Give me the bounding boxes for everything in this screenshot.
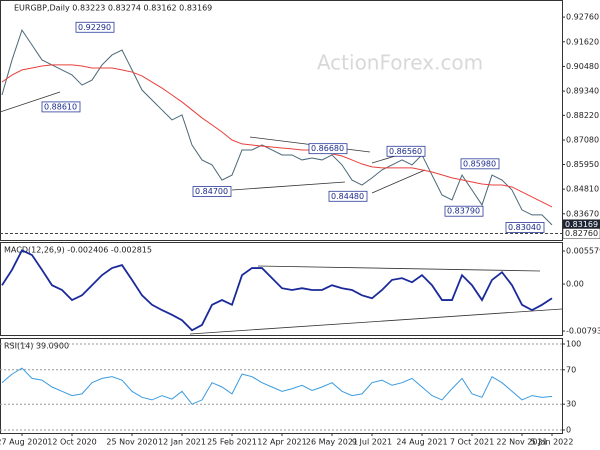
y-tick-label: 100 xyxy=(566,340,581,349)
y-tick-label: 0 xyxy=(566,426,571,435)
annotation: 0.83790 xyxy=(447,207,480,216)
annotation: 0.86680 xyxy=(311,144,344,153)
y-tick-label: 30 xyxy=(566,400,576,409)
y-tick-label: 0.90480 xyxy=(566,62,599,71)
y-tick-label: 0.89340 xyxy=(566,87,599,96)
price-label: 0.82760 xyxy=(565,229,598,238)
macd-panel xyxy=(0,242,563,336)
x-tick-label: 22 Nov 2021 xyxy=(496,438,547,447)
y-tick-label: 0.92760 xyxy=(566,13,599,22)
y-tick-label: 0.87080 xyxy=(566,136,599,145)
watermark: ActionForex.com xyxy=(317,51,483,75)
y-tick-label: 0.00 xyxy=(566,280,584,289)
annotation-box xyxy=(386,145,426,157)
annotation: 0.84700 xyxy=(195,187,228,196)
annotation: 0.92290 xyxy=(78,23,111,32)
x-tick-label: 12 Jan 2021 xyxy=(158,438,206,447)
series-line xyxy=(1,64,553,208)
price-label: 0.83169 xyxy=(565,220,598,229)
annotation-box xyxy=(505,222,545,233)
y-tick-label: 0.85950 xyxy=(566,160,599,169)
trend-line xyxy=(189,308,563,335)
trend-line xyxy=(231,181,346,191)
price-box xyxy=(562,228,600,239)
y-tick-label: 0.91620 xyxy=(566,37,599,46)
trend-line xyxy=(371,169,426,194)
price-panel xyxy=(0,0,563,241)
x-tick-label: 27 Aug 2020 xyxy=(0,438,48,447)
rsi-title: RSI(14) 39.0900 xyxy=(4,342,69,351)
chart-title: EURGBP,Daily 0.83223 0.83274 0.83162 0.8… xyxy=(14,4,212,13)
x-tick-label: 26 May 2021 xyxy=(306,438,358,447)
y-tick-label: 0.88220 xyxy=(566,111,599,120)
x-tick-label: 9 Jul 2021 xyxy=(352,438,392,447)
annotation-box xyxy=(41,101,81,113)
annotation-box xyxy=(192,186,232,197)
x-tick-label: 24 Aug 2021 xyxy=(396,438,447,447)
annotation-box xyxy=(460,158,500,170)
annotation: 0.86560 xyxy=(389,147,422,156)
series-line xyxy=(1,367,553,405)
x-tick-label: 25 Feb 2021 xyxy=(207,438,257,447)
annotation: 0.88610 xyxy=(44,102,77,111)
y-tick-label: 0.005579 xyxy=(566,247,600,256)
x-tick-label: 12 Oct 2020 xyxy=(47,438,96,447)
y-tick-label: 70 xyxy=(566,365,576,374)
trend-line xyxy=(257,265,541,272)
annotation: 0.85980 xyxy=(463,159,496,168)
x-tick-label: 25 Nov 2020 xyxy=(106,438,157,447)
series-line xyxy=(1,249,553,332)
annotation: 0.83040 xyxy=(508,223,541,232)
x-tick-label: 12 Apr 2021 xyxy=(257,438,306,447)
x-tick-label: 7 Oct 2021 xyxy=(450,438,494,447)
annotation-box xyxy=(328,190,368,202)
x-tick-label: 5 Jan 2022 xyxy=(531,438,574,447)
y-tick-label: 0.84810 xyxy=(566,185,599,194)
annotation: 0.84480 xyxy=(331,192,364,201)
y-tick-label: 0.83670 xyxy=(566,209,599,218)
macd-title: MACD(12,26,9) -0.002406 -0.002815 xyxy=(4,246,152,255)
trend-line xyxy=(0,91,61,113)
annotation-box xyxy=(308,143,348,155)
annotation-box xyxy=(75,21,115,33)
annotation-box xyxy=(444,205,484,217)
